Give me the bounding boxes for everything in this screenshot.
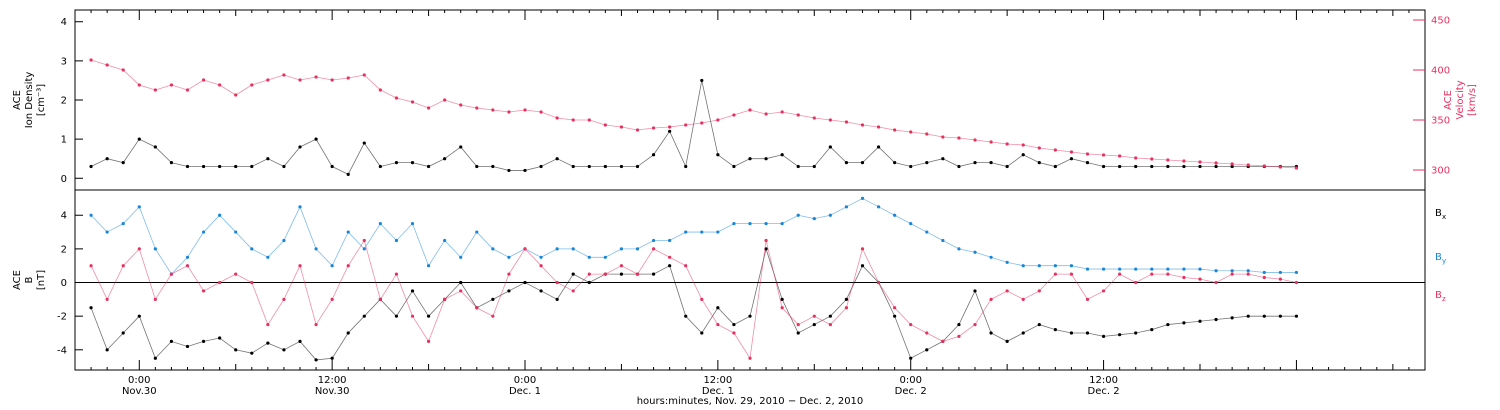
density-axis: 0 1 2 3 4 bbox=[61, 17, 83, 185]
density-label-line2: Ion Density bbox=[24, 72, 35, 129]
velocity-axis: 300 350 400 450 bbox=[1413, 16, 1450, 177]
density-tick-label: 3 bbox=[61, 56, 67, 67]
field-tick-label: 0 bbox=[61, 278, 67, 289]
time-tick-label: 0:00 bbox=[128, 375, 150, 386]
time-tick-label: 12:00 bbox=[703, 375, 732, 386]
svg-text:B: B bbox=[1435, 252, 1442, 263]
velocity-tick-label: 400 bbox=[1431, 66, 1450, 77]
svg-text:B: B bbox=[1435, 290, 1442, 301]
bottom-panel-frame bbox=[74, 189, 1426, 371]
legend-bx: B x bbox=[1435, 208, 1446, 221]
velocity-label-line1: ACE bbox=[1443, 90, 1454, 110]
density-label-line3: [cm⁻³] bbox=[36, 84, 47, 116]
field-tick-label: 2 bbox=[61, 244, 67, 255]
field-label-line3: [nT] bbox=[36, 270, 47, 290]
velocity-label-line2: Velocity bbox=[1455, 80, 1466, 119]
time-tick-label: 12:00 bbox=[1089, 375, 1118, 386]
field-tick-label: -2 bbox=[57, 312, 67, 323]
field-label-line1: ACE bbox=[12, 270, 23, 290]
svg-text:x: x bbox=[1442, 213, 1446, 221]
top-ion-density-trace bbox=[90, 80, 1297, 175]
svg-text:z: z bbox=[1442, 295, 1446, 303]
field-tick-label: 4 bbox=[61, 211, 67, 222]
date-tick-label: Nov.30 bbox=[315, 386, 350, 397]
date-tick-label: Dec. 1 bbox=[702, 386, 734, 397]
x-axis-title: hours:minutes, Nov. 29, 2010 − Dec. 2, 2… bbox=[637, 396, 864, 407]
bottom-bx-trace bbox=[90, 247, 1297, 361]
date-tick-label: Nov.30 bbox=[122, 386, 157, 397]
field-label-line2: B bbox=[24, 276, 35, 283]
velocity-tick-label: 350 bbox=[1431, 116, 1450, 127]
svg-text:B: B bbox=[1435, 208, 1442, 219]
legend-bz: B z bbox=[1435, 290, 1446, 303]
date-tick-label: Dec. 2 bbox=[895, 386, 927, 397]
time-tick-label: 0:00 bbox=[514, 375, 536, 386]
date-tick-label: Dec. 1 bbox=[509, 386, 541, 397]
density-tick-label: 1 bbox=[61, 135, 67, 146]
top-panel-series bbox=[89, 58, 1299, 176]
density-label-line1: ACE bbox=[12, 90, 23, 110]
velocity-tick-label: 300 bbox=[1431, 166, 1450, 177]
time-tick-label: 0:00 bbox=[899, 375, 921, 386]
density-tick-label: 2 bbox=[61, 96, 67, 107]
svg-text:y: y bbox=[1442, 257, 1446, 265]
bottom-panel-series bbox=[89, 196, 1299, 362]
density-tick-label: 4 bbox=[61, 17, 67, 28]
top-velocity-trace bbox=[90, 59, 1297, 169]
time-tick-label: 12:00 bbox=[318, 375, 347, 386]
date-tick-label: Dec. 2 bbox=[1088, 386, 1120, 397]
bottom-bz-trace bbox=[90, 239, 1297, 360]
field-tick-label: -4 bbox=[57, 345, 67, 356]
velocity-label-line3: [km/s] bbox=[1467, 84, 1478, 116]
velocity-tick-label: 450 bbox=[1431, 16, 1450, 27]
density-tick-label: 0 bbox=[61, 174, 67, 185]
legend-by: B y bbox=[1435, 252, 1446, 265]
bottom-by-trace bbox=[90, 197, 1297, 275]
field-axis: -4 -2 0 2 4 bbox=[57, 211, 83, 356]
